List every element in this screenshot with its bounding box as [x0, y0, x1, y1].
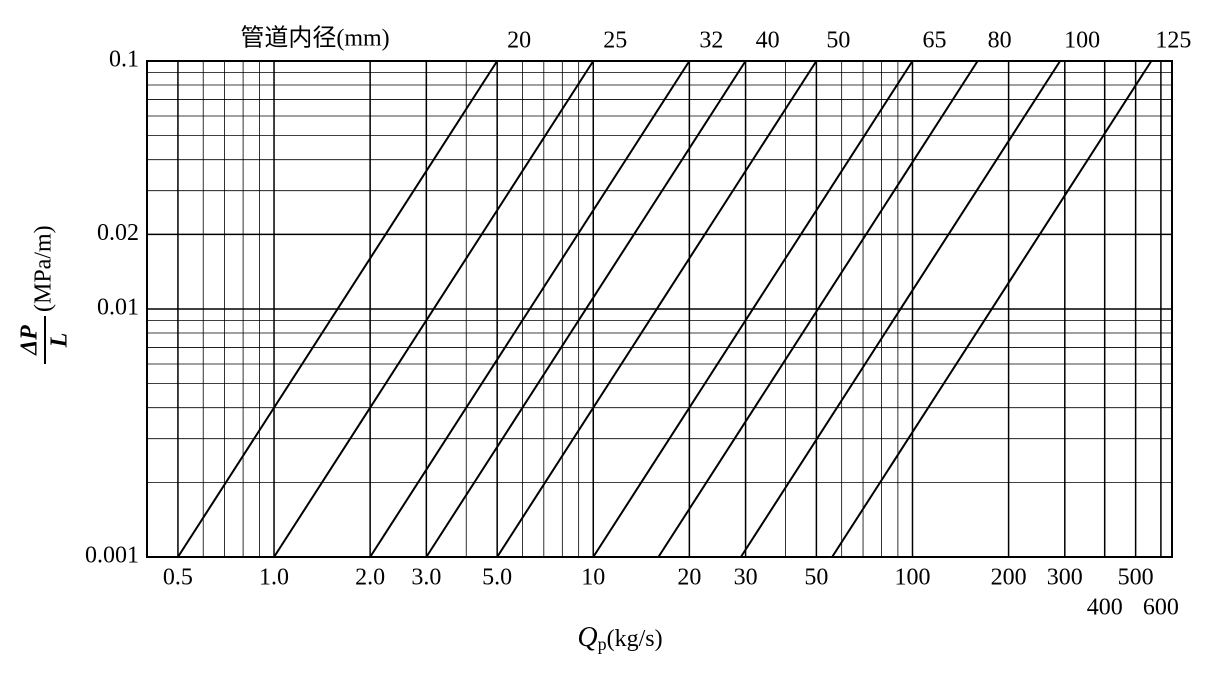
x-tick-label: 0.5 — [163, 565, 193, 591]
x-tick-label: 20 — [677, 565, 701, 591]
series-label: 65 — [922, 28, 946, 54]
x-axis-label: Qp(kg/s) — [577, 622, 662, 654]
y-tick-label: 0.001 — [85, 543, 139, 569]
series-line — [425, 60, 747, 558]
x-tick-label: 3.0 — [411, 565, 441, 591]
y-label-numerator: ΔP — [17, 325, 43, 356]
x-tick-label: 10 — [581, 565, 605, 591]
chart-title: 管道内径(mm) — [240, 25, 389, 52]
series-line — [177, 60, 499, 558]
x-tick-label: 600 — [1143, 595, 1179, 621]
series-line — [831, 60, 1153, 558]
series-line — [592, 60, 914, 558]
x-tick-label: 5.0 — [482, 565, 512, 591]
series-line — [496, 60, 818, 558]
x-tick-label: 100 — [894, 565, 930, 591]
x-tick-label: 200 — [991, 565, 1027, 591]
x-tick-label: 400 — [1087, 595, 1123, 621]
series-label: 20 — [507, 28, 531, 54]
x-label-unit: (kg/s) — [607, 626, 663, 652]
series-label: 40 — [756, 28, 780, 54]
series-label: 125 — [1155, 28, 1191, 54]
series-label: 32 — [699, 28, 723, 54]
y-tick-label: 0.02 — [97, 220, 139, 246]
x-tick-label: 30 — [734, 565, 758, 591]
series-line — [273, 60, 595, 558]
series-line — [740, 60, 1061, 558]
y-label-denominator: L — [47, 333, 73, 349]
y-axis-label: ΔP L (MPa/m) — [17, 225, 73, 364]
y-tick-label: 0.1 — [109, 47, 139, 73]
series-label: 80 — [988, 28, 1012, 54]
series-label: 50 — [826, 28, 850, 54]
y-label-unit: (MPa/m) — [31, 225, 57, 312]
series-line — [369, 60, 691, 558]
x-tick-label: 1.0 — [259, 565, 289, 591]
x-tick-label: 2.0 — [355, 565, 385, 591]
x-label-symbol: Q — [577, 622, 597, 653]
y-tick-label: 0.01 — [97, 295, 139, 321]
series-label: 100 — [1064, 28, 1100, 54]
x-tick-label: 50 — [804, 565, 828, 591]
x-label-subscript: p — [598, 634, 607, 654]
series-line — [657, 60, 979, 558]
x-tick-label: 500 — [1118, 565, 1154, 591]
x-tick-label: 300 — [1047, 565, 1083, 591]
series-label: 25 — [603, 28, 627, 54]
